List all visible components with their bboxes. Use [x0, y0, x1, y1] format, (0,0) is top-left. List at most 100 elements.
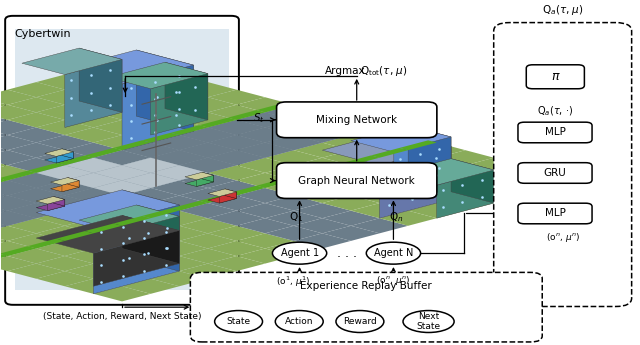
- Polygon shape: [45, 156, 74, 163]
- Polygon shape: [171, 125, 208, 135]
- Polygon shape: [0, 112, 8, 128]
- Polygon shape: [113, 216, 150, 226]
- Polygon shape: [208, 196, 236, 203]
- Polygon shape: [0, 188, 8, 203]
- Polygon shape: [265, 105, 323, 120]
- Polygon shape: [0, 211, 36, 226]
- Polygon shape: [351, 218, 408, 233]
- Polygon shape: [0, 218, 8, 233]
- Polygon shape: [65, 203, 122, 218]
- Polygon shape: [179, 128, 236, 142]
- Polygon shape: [323, 120, 380, 135]
- Polygon shape: [451, 159, 494, 203]
- Polygon shape: [108, 62, 208, 89]
- Polygon shape: [265, 105, 323, 120]
- Text: Reward: Reward: [343, 317, 377, 326]
- Polygon shape: [51, 178, 79, 185]
- Polygon shape: [265, 226, 323, 241]
- Polygon shape: [150, 90, 208, 105]
- Polygon shape: [179, 142, 236, 158]
- Polygon shape: [122, 248, 179, 264]
- Polygon shape: [122, 188, 179, 203]
- Polygon shape: [36, 226, 93, 241]
- FancyBboxPatch shape: [518, 163, 592, 183]
- Polygon shape: [0, 97, 8, 112]
- FancyBboxPatch shape: [493, 22, 632, 306]
- Polygon shape: [36, 271, 93, 286]
- Ellipse shape: [366, 242, 420, 264]
- FancyBboxPatch shape: [5, 16, 239, 305]
- Polygon shape: [208, 165, 265, 180]
- Text: . . .: . . .: [337, 247, 356, 260]
- Polygon shape: [228, 186, 265, 196]
- Polygon shape: [85, 148, 122, 158]
- Polygon shape: [323, 226, 380, 241]
- Polygon shape: [351, 128, 408, 142]
- Polygon shape: [265, 120, 323, 135]
- Text: Q$_1$: Q$_1$: [289, 210, 303, 224]
- Polygon shape: [323, 150, 380, 165]
- Polygon shape: [0, 211, 36, 226]
- Polygon shape: [150, 150, 208, 165]
- Polygon shape: [136, 205, 179, 256]
- Polygon shape: [0, 150, 36, 165]
- Polygon shape: [494, 180, 551, 196]
- Polygon shape: [93, 165, 150, 180]
- Polygon shape: [380, 211, 436, 226]
- Polygon shape: [79, 205, 179, 231]
- Polygon shape: [68, 178, 79, 187]
- Polygon shape: [47, 199, 65, 211]
- Polygon shape: [436, 150, 494, 165]
- Polygon shape: [0, 158, 8, 173]
- Polygon shape: [36, 196, 93, 211]
- Text: State: State: [227, 317, 251, 326]
- Polygon shape: [236, 158, 294, 173]
- Polygon shape: [65, 264, 122, 279]
- Polygon shape: [150, 241, 208, 256]
- Polygon shape: [36, 150, 93, 165]
- Polygon shape: [185, 179, 214, 186]
- Polygon shape: [8, 203, 65, 218]
- Text: S$_t$: S$_t$: [253, 111, 264, 125]
- Polygon shape: [150, 226, 208, 241]
- Polygon shape: [51, 184, 79, 192]
- Polygon shape: [93, 211, 150, 226]
- Polygon shape: [179, 128, 236, 142]
- Polygon shape: [8, 128, 65, 142]
- Polygon shape: [179, 112, 236, 128]
- Polygon shape: [8, 203, 65, 218]
- Polygon shape: [8, 248, 65, 264]
- Polygon shape: [36, 165, 93, 180]
- Polygon shape: [8, 264, 65, 279]
- Polygon shape: [208, 90, 265, 105]
- Polygon shape: [394, 159, 494, 185]
- Polygon shape: [150, 165, 208, 180]
- Polygon shape: [208, 150, 265, 165]
- Polygon shape: [0, 246, 36, 256]
- Polygon shape: [179, 158, 236, 173]
- Text: Q$_{\rm tot}$($\tau$, $\mu$): Q$_{\rm tot}$($\tau$, $\mu$): [360, 64, 407, 78]
- Polygon shape: [150, 120, 208, 135]
- Ellipse shape: [214, 310, 262, 333]
- Polygon shape: [236, 97, 294, 112]
- Polygon shape: [150, 211, 208, 226]
- Polygon shape: [0, 180, 36, 196]
- Polygon shape: [394, 137, 451, 192]
- Polygon shape: [8, 112, 65, 128]
- Polygon shape: [65, 128, 122, 142]
- Ellipse shape: [273, 242, 326, 264]
- Polygon shape: [436, 170, 494, 218]
- Polygon shape: [236, 128, 294, 142]
- Polygon shape: [28, 163, 65, 173]
- Polygon shape: [65, 158, 122, 173]
- Polygon shape: [314, 163, 351, 173]
- Polygon shape: [294, 203, 351, 218]
- Polygon shape: [93, 205, 179, 294]
- Polygon shape: [179, 233, 236, 248]
- Polygon shape: [0, 170, 36, 180]
- Polygon shape: [199, 193, 236, 203]
- Polygon shape: [380, 135, 436, 150]
- Polygon shape: [179, 142, 236, 158]
- Polygon shape: [0, 165, 36, 180]
- Text: Mixing Network: Mixing Network: [316, 115, 397, 125]
